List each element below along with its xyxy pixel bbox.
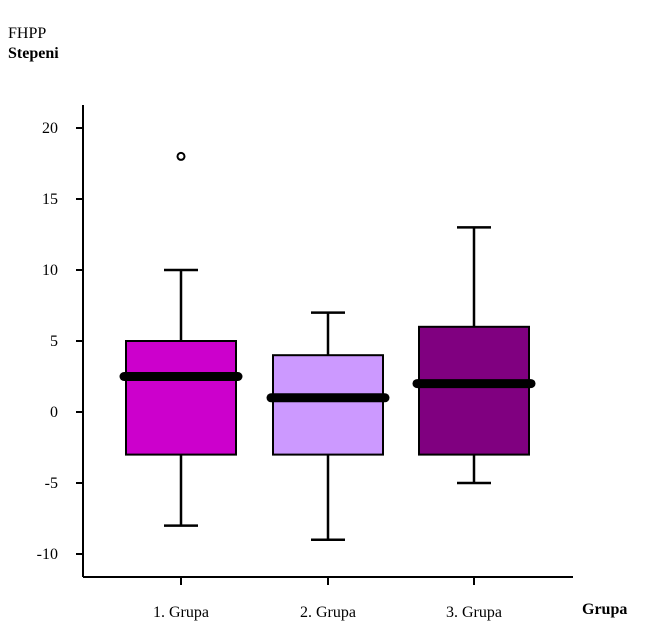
chart-title: FHPP [8, 25, 47, 42]
iqr-box [418, 325, 530, 456]
x-axis-label: Grupa [582, 601, 628, 618]
box-group [119, 151, 243, 527]
y-tick-label: -5 [45, 475, 58, 492]
x-tick-label: 2. Grupa [300, 604, 356, 621]
y-tick-label: 5 [50, 333, 58, 350]
box-group [412, 226, 536, 485]
x-tick-label: 1. Grupa [153, 604, 209, 621]
outlier-point [176, 151, 186, 161]
y-tick-label: 0 [50, 404, 58, 421]
y-tick-label: 15 [42, 191, 58, 208]
x-tick-label: 3. Grupa [446, 604, 502, 621]
iqr-box [272, 354, 384, 456]
box-group [266, 311, 390, 542]
y-tick-label: -10 [37, 546, 58, 563]
y-tick-label: 20 [42, 120, 58, 137]
y-tick-label: 10 [42, 262, 58, 279]
iqr-box [125, 340, 237, 456]
y-axis-label: Stepeni [8, 45, 59, 62]
